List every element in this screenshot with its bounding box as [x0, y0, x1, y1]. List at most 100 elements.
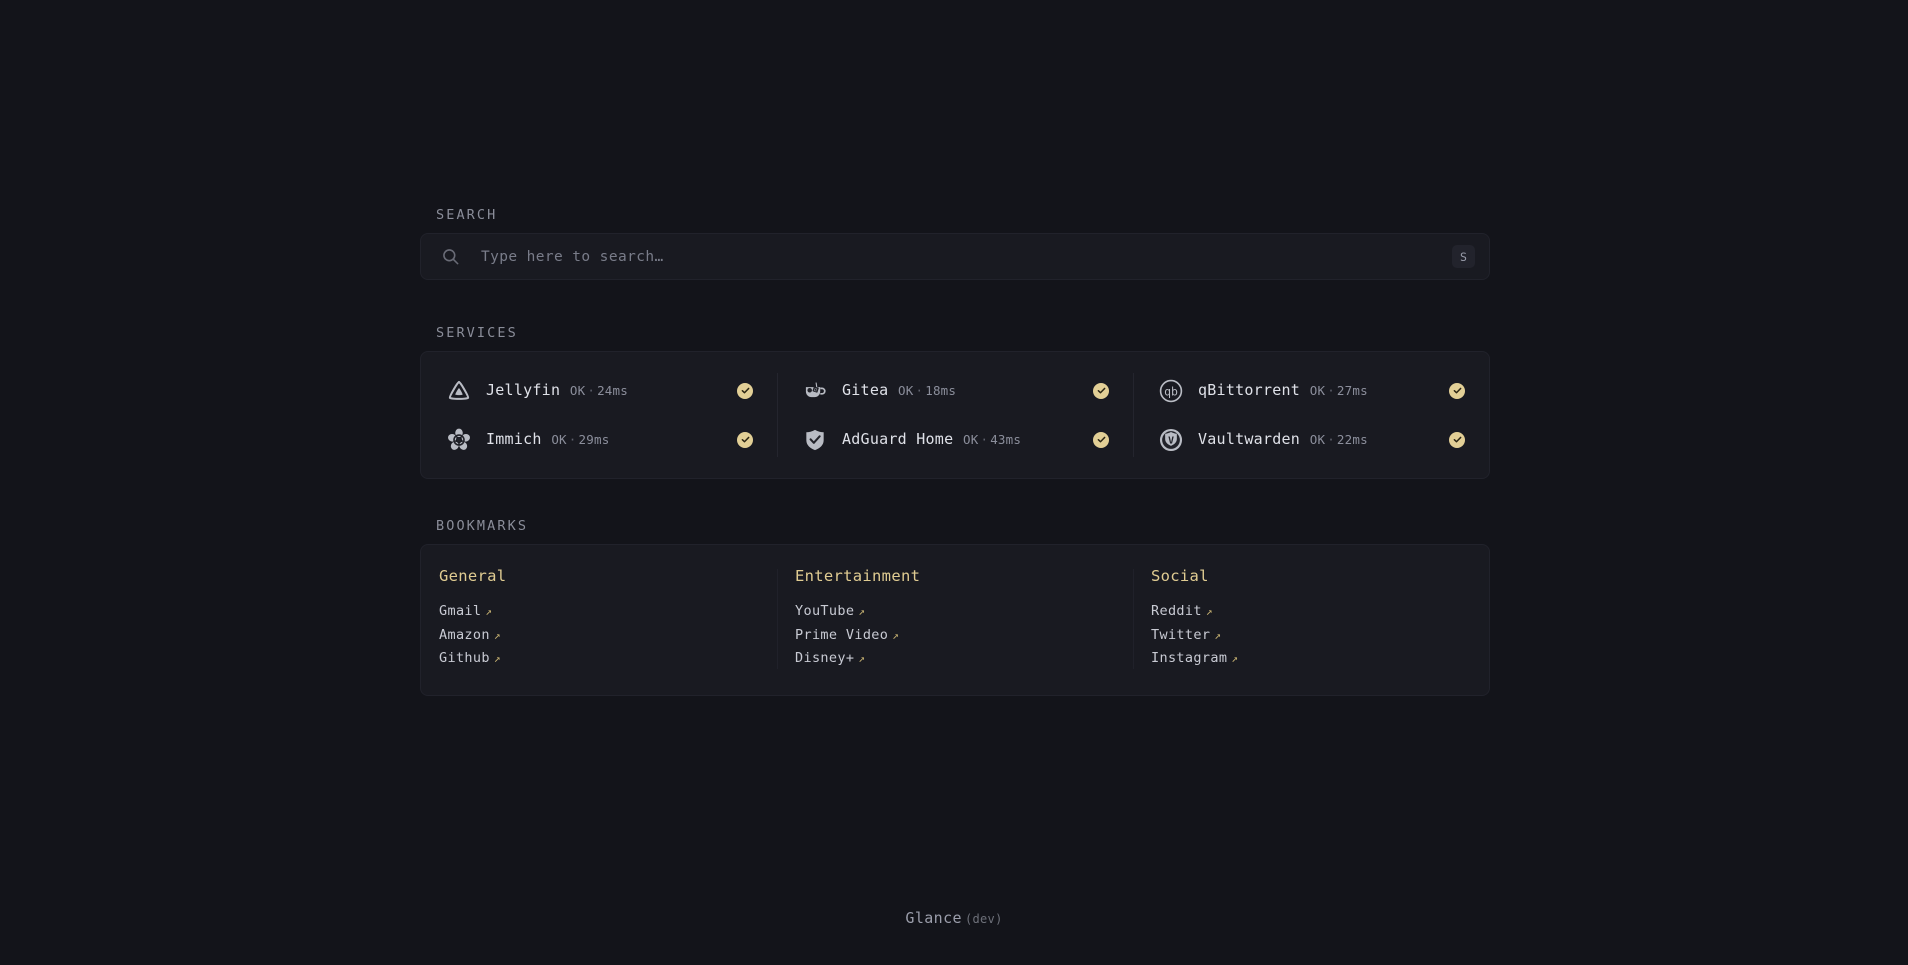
status-badge — [1449, 382, 1465, 399]
services-section: SERVICES Jellyf — [420, 325, 1490, 479]
service-latency: 43ms — [990, 432, 1022, 448]
search-section: SEARCH S — [420, 207, 1490, 280]
service-item[interactable]: Ω Gitea OK · 18ms — [791, 366, 1119, 415]
app-version: (dev) — [964, 912, 1003, 926]
external-link-icon: ↗ — [493, 652, 501, 665]
bookmark-label: Disney+ — [795, 650, 855, 666]
service-status: OK — [1309, 383, 1326, 399]
service-status: OK — [569, 383, 586, 399]
external-link-icon: ↗ — [1231, 652, 1239, 665]
service-status-text: OK · 27ms — [1310, 383, 1368, 398]
bookmark-label: Gmail — [439, 603, 482, 619]
service-name: AdGuard Home — [842, 430, 954, 449]
bookmark-link[interactable]: Instagram ↗ — [1149, 647, 1473, 671]
bookmark-label: Amazon — [439, 626, 490, 643]
service-status: OK — [1309, 432, 1326, 448]
bookmark-group-general: General Gmail ↗ Amazon ↗ Github ↗ — [421, 567, 777, 671]
service-status-text: OK · 29ms — [551, 432, 609, 447]
service-item[interactable]: qb qBittorrent OK · 27ms — [1147, 366, 1475, 415]
gitea-icon: Ω — [801, 377, 828, 404]
service-status: OK — [963, 432, 979, 448]
service-name: Gitea — [842, 381, 889, 400]
service-separator: · — [980, 432, 989, 448]
bookmarks-grid: General Gmail ↗ Amazon ↗ Github ↗ Entertain… — [421, 545, 1489, 695]
bookmarks-section: BOOKMARKS General Gmail ↗ Amazon ↗ Github ↗… — [420, 518, 1490, 696]
bookmark-label: Reddit — [1151, 603, 1202, 619]
bookmark-link[interactable]: Amazon ↗ — [437, 624, 761, 648]
immich-icon — [445, 426, 472, 453]
bookmark-link[interactable]: Github ↗ — [437, 647, 761, 671]
service-separator: · — [915, 383, 924, 399]
vaultwarden-icon: V — [1157, 426, 1184, 453]
external-link-icon: ↗ — [858, 605, 866, 618]
service-text: Vaultwarden OK · 22ms — [1198, 429, 1435, 449]
search-icon — [441, 247, 460, 266]
qbittorrent-icon: qb — [1157, 377, 1184, 404]
bookmark-label: YouTube — [795, 603, 855, 619]
adguard-icon — [801, 426, 828, 453]
status-badge — [737, 431, 753, 448]
search-box[interactable]: S — [420, 233, 1490, 280]
bookmark-link[interactable]: YouTube ↗ — [793, 600, 1117, 624]
service-separator: · — [1327, 432, 1335, 448]
external-link-icon: ↗ — [892, 628, 900, 642]
service-text: Jellyfin OK · 24ms — [486, 380, 723, 400]
external-link-icon: ↗ — [485, 605, 493, 618]
svg-text:V: V — [1168, 435, 1174, 446]
service-status-text: OK · 43ms — [963, 432, 1021, 447]
services-column: Jellyfin OK · 24ms — [421, 366, 777, 464]
bookmark-group-title: Entertainment — [795, 567, 921, 585]
service-latency: 18ms — [925, 383, 957, 399]
services-column: qb qBittorrent OK · 27ms — [1133, 366, 1489, 464]
service-separator: · — [587, 383, 596, 399]
service-status: OK — [551, 432, 567, 448]
bookmark-link[interactable]: Gmail ↗ — [437, 600, 761, 624]
service-status-text: OK · 18ms — [898, 383, 956, 398]
services-section-label: SERVICES — [436, 325, 518, 341]
bookmark-group-title: General — [439, 567, 507, 585]
bookmarks-section-label: BOOKMARKS — [436, 518, 529, 534]
svg-text:qb: qb — [1164, 384, 1178, 398]
service-item[interactable]: AdGuard Home OK · 43ms — [791, 415, 1119, 464]
services-column: Ω Gitea OK · 18ms — [777, 366, 1133, 464]
services-card: Jellyfin OK · 24ms — [420, 351, 1490, 479]
service-status-text: OK · 24ms — [570, 383, 628, 398]
service-text: Gitea OK · 18ms — [842, 380, 1079, 400]
search-input[interactable] — [460, 248, 1452, 265]
bookmark-label: Instagram — [1151, 650, 1228, 666]
service-name: Jellyfin — [486, 381, 561, 400]
service-latency: 24ms — [597, 383, 628, 399]
bookmark-link[interactable]: Twitter ↗ — [1149, 624, 1473, 648]
service-text: AdGuard Home OK · 43ms — [842, 429, 1079, 449]
bookmarks-card: General Gmail ↗ Amazon ↗ Github ↗ Entertain… — [420, 544, 1490, 696]
bookmark-group-social: Social Reddit ↗ Twitter ↗ Instagram ↗ — [1133, 567, 1489, 671]
service-separator: · — [568, 432, 577, 448]
status-badge — [737, 382, 753, 399]
services-grid: Jellyfin OK · 24ms — [421, 352, 1489, 478]
search-section-label: SEARCH — [436, 207, 498, 223]
search-shortcut-key[interactable]: S — [1452, 245, 1475, 268]
service-item[interactable]: Jellyfin OK · 24ms — [435, 366, 763, 415]
service-item[interactable]: Immich OK · 29ms — [435, 415, 763, 464]
bookmark-group-entertainment: Entertainment YouTube ↗ Prime Video ↗ Disn… — [777, 567, 1133, 671]
service-name: qBittorrent — [1198, 381, 1301, 400]
status-badge — [1449, 431, 1465, 448]
bookmark-link[interactable]: Disney+ ↗ — [793, 647, 1117, 671]
service-name: Immich — [486, 430, 542, 449]
service-text: Immich OK · 29ms — [486, 429, 723, 449]
page-footer: Glance (dev) — [0, 908, 1908, 927]
status-badge — [1093, 431, 1109, 448]
service-text: qBittorrent OK · 27ms — [1198, 380, 1435, 400]
external-link-icon: ↗ — [493, 628, 501, 642]
external-link-icon: ↗ — [1205, 605, 1213, 618]
status-badge — [1093, 382, 1109, 399]
svg-text:Ω: Ω — [813, 386, 818, 393]
service-status: OK — [898, 383, 914, 399]
bookmark-label: Prime Video — [795, 626, 889, 643]
jellyfin-icon — [445, 377, 472, 404]
bookmark-link[interactable]: Prime Video ↗ — [793, 624, 1117, 648]
app-name[interactable]: Glance — [905, 909, 962, 927]
service-latency: 22ms — [1336, 432, 1368, 448]
service-item[interactable]: V Vaultwarden OK · 22ms — [1147, 415, 1475, 464]
bookmark-link[interactable]: Reddit ↗ — [1149, 600, 1473, 624]
